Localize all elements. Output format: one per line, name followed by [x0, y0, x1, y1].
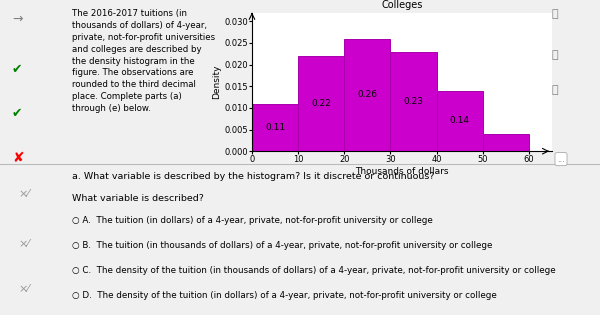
Text: ...: ...: [557, 155, 565, 163]
Text: ○ A.  The tuition (in dollars) of a 4-year, private, not-for-profit university o: ○ A. The tuition (in dollars) of a 4-yea…: [72, 216, 433, 225]
Text: 0.22: 0.22: [311, 99, 331, 108]
Text: ×⁄: ×⁄: [18, 189, 29, 199]
Text: The 2016-2017 tuitions (in
thousands of dollars) of 4-year,
private, not-for-pro: The 2016-2017 tuitions (in thousands of …: [72, 9, 215, 113]
Bar: [437, 91, 483, 151]
Text: 🔍: 🔍: [552, 50, 559, 60]
Text: ○ C.  The density of the tuition (in thousands of dollars) of a 4-year, private,: ○ C. The density of the tuition (in thou…: [72, 266, 556, 275]
Text: 🔍: 🔍: [552, 9, 559, 20]
Bar: [252, 104, 298, 151]
Text: →: →: [12, 13, 23, 26]
Text: ✘: ✘: [12, 151, 23, 165]
Text: 0.14: 0.14: [449, 116, 470, 125]
Text: What variable is described?: What variable is described?: [72, 194, 204, 203]
Text: ⧉: ⧉: [552, 85, 559, 95]
Bar: [483, 134, 529, 151]
Text: ○ D.  The density of the tuition (in dollars) of a 4-year, private, not-for-prof: ○ D. The density of the tuition (in doll…: [72, 291, 497, 301]
Bar: [391, 52, 437, 151]
Text: 0.23: 0.23: [404, 97, 424, 106]
Y-axis label: Density: Density: [212, 65, 221, 99]
Text: a. What variable is described by the histogram? Is it discrete or continuous?: a. What variable is described by the his…: [72, 172, 434, 181]
Title: Tuitions of 4-Year, Private, Not-for-Profit Universities and
Colleges: Tuitions of 4-Year, Private, Not-for-Pro…: [265, 0, 539, 10]
Bar: [344, 38, 391, 151]
X-axis label: Thousands of dollars: Thousands of dollars: [355, 167, 449, 176]
Text: ✔: ✔: [12, 63, 23, 76]
Bar: [298, 56, 344, 151]
Text: 0.11: 0.11: [265, 123, 285, 132]
Text: ○ B.  The tuition (in thousands of dollars) of a 4-year, private, not-for-profit: ○ B. The tuition (in thousands of dollar…: [72, 241, 493, 250]
Text: 0.26: 0.26: [358, 90, 377, 100]
Text: ×⁄: ×⁄: [18, 239, 29, 249]
Text: ✔: ✔: [12, 107, 23, 120]
Text: ×⁄: ×⁄: [18, 284, 29, 294]
